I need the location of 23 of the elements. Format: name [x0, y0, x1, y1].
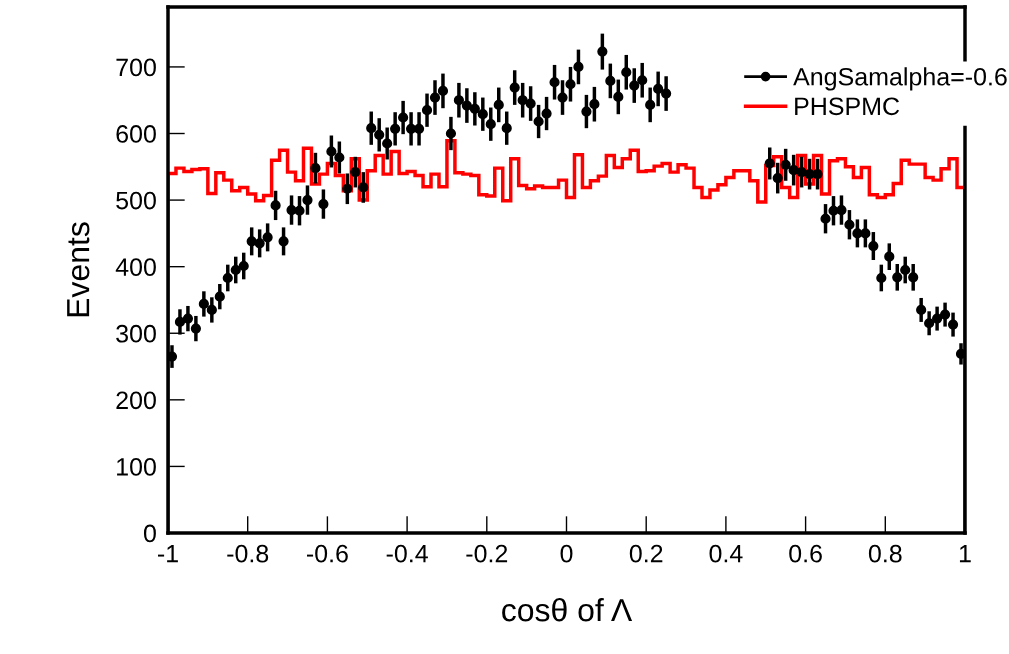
y-tick-label: 700	[116, 58, 156, 77]
x-tick-label: 0.8	[868, 544, 902, 563]
y-tick-label: 0	[143, 524, 156, 543]
x-tick-label: -1	[158, 545, 178, 563]
x-tick-label: 0	[560, 544, 573, 563]
y-tick-label: 200	[116, 391, 156, 410]
y-tick-label: 400	[115, 258, 156, 276]
x-tick-label: -0.6	[306, 544, 348, 563]
legend-label: PHSPMC	[795, 97, 900, 116]
x-tick-label: -0.2	[466, 544, 508, 563]
x-tick-label: -0.4	[386, 544, 428, 563]
y-tick-label: 600	[116, 125, 156, 143]
x-tick-label: 0.6	[789, 544, 822, 563]
legend-label: AngSamalpha=-0.6	[793, 67, 1007, 91]
y-tick-label: 300	[116, 324, 156, 343]
y-axis-title: Events	[67, 222, 90, 317]
x-axis-title: cosθ of Λ	[502, 597, 633, 622]
x-tick-label: 0.2	[629, 544, 663, 563]
x-tick-label: -0.8	[227, 544, 269, 563]
y-tick-label: 500	[116, 191, 156, 210]
x-tick-label: 0.4	[709, 544, 743, 563]
y-tick-label: 100	[117, 458, 156, 476]
x-tick-label: 1	[959, 545, 971, 563]
